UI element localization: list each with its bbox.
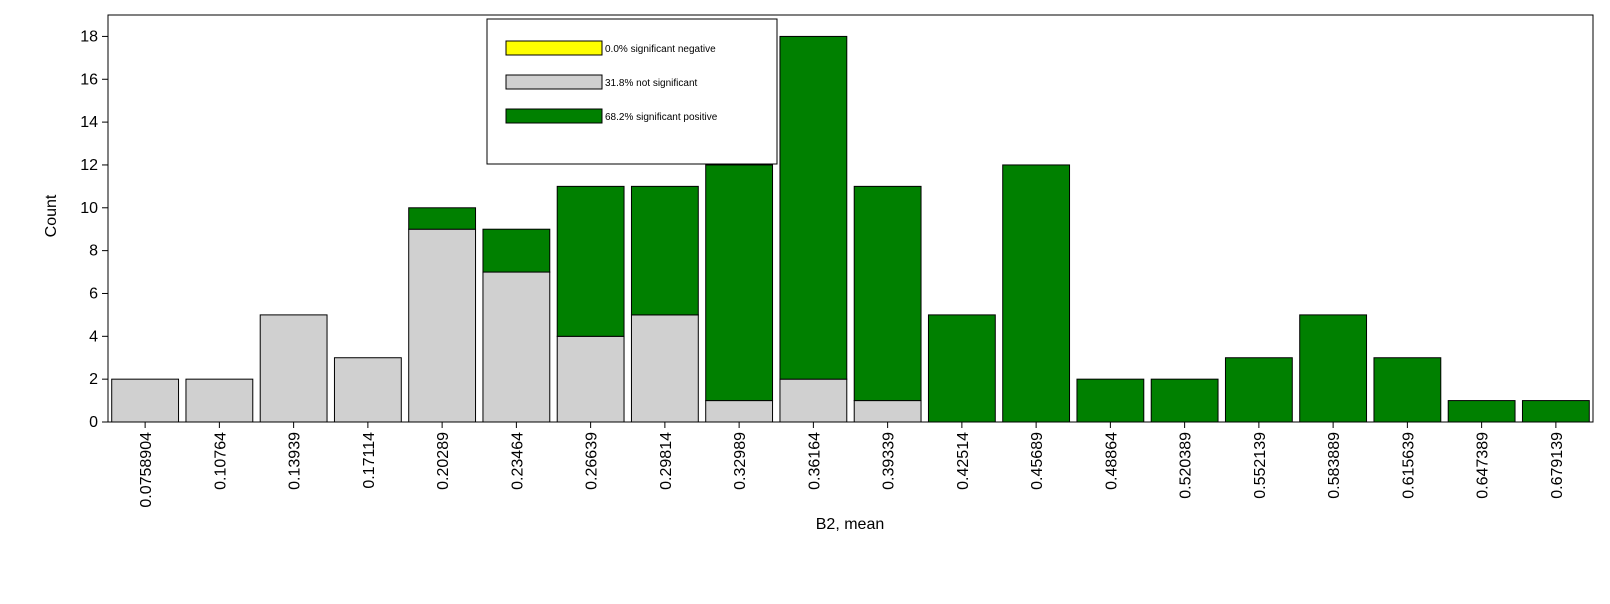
y-tick-label: 4 [89,328,98,345]
bar-segment [259,314,328,423]
bar-segment [556,185,625,337]
x-tick-label: 0.0758904 [138,432,155,508]
bar-segment [185,378,254,423]
x-tick-label: 0.36164 [806,432,823,490]
legend: 0.0% significant negative 31.8% not signi… [486,18,778,165]
y-tick-label: 16 [80,71,98,88]
plot-frame [107,14,1594,423]
x-tick-label: 0.39339 [881,432,898,490]
bar-segment [1373,357,1442,423]
y-tick-label: 8 [89,243,98,260]
bar-segment [1002,164,1071,423]
bar-segment [1076,378,1145,423]
bar-segment [1521,400,1590,423]
x-tick-label: 0.520389 [1178,432,1195,499]
y-tick-label: 14 [80,114,98,131]
x-tick-label: 0.13939 [287,432,304,490]
bar-segment [408,207,477,230]
y-tick-label: 2 [89,371,98,388]
bar-segment [1224,357,1293,423]
bar-segment [482,228,551,273]
x-tick-label: 0.29814 [658,432,675,490]
x-axis: 0.0758904 0.10764 0.13939 0.17114 0.20289 0.2… [138,422,1566,508]
bar-segment [1299,314,1368,423]
y-tick-label: 12 [80,157,98,174]
bar-segment [705,400,774,423]
bar-segment [853,400,922,423]
legend-label: 31.8% not significant [605,78,698,89]
x-tick-label: 0.647389 [1475,432,1492,499]
x-tick-label: 0.552139 [1252,432,1269,499]
bar-segment [111,378,180,423]
x-axis-title: B2, mean [816,516,884,533]
bar-segment [927,314,996,423]
bar-segment [333,357,402,423]
x-tick-label: 0.679139 [1549,432,1566,499]
y-tick-label: 10 [80,200,98,217]
y-axis: 0 2 4 6 8 10 12 14 16 18 [80,28,108,431]
y-tick-label: 6 [89,285,98,302]
x-tick-label: 0.42514 [955,432,972,490]
x-tick-label: 0.583889 [1326,432,1343,499]
y-tick-label: 18 [80,28,98,45]
legend-swatch [505,108,603,124]
y-axis-title: Count [43,194,60,237]
x-tick-label: 0.23464 [509,432,526,490]
bar-segment [705,164,774,402]
bar-segment [1447,400,1516,423]
bar-segment [1150,378,1219,423]
legend-swatch [505,40,603,56]
legend-label: 68.2% significant positive [605,112,718,123]
bar-segment [779,378,848,423]
x-tick-label: 0.17114 [361,432,378,489]
bars-layer [111,35,1590,423]
legend-swatch [505,74,603,90]
x-tick-label: 0.10764 [212,432,229,490]
bar-segment [779,35,848,380]
bar-segment [853,185,922,402]
x-tick-label: 0.45689 [1029,432,1046,490]
x-tick-label: 0.615639 [1400,432,1417,499]
bar-segment [556,335,625,423]
bar-segment [408,228,477,423]
y-tick-label: 0 [89,414,98,431]
bar-segment [482,271,551,423]
x-tick-label: 0.20289 [435,432,452,490]
bar-segment [630,185,699,316]
x-tick-label: 0.32989 [732,432,749,490]
x-tick-label: 0.26639 [584,432,601,490]
x-tick-label: 0.48864 [1103,432,1120,490]
bar-segment [630,314,699,423]
legend-label: 0.0% significant negative [605,44,716,55]
